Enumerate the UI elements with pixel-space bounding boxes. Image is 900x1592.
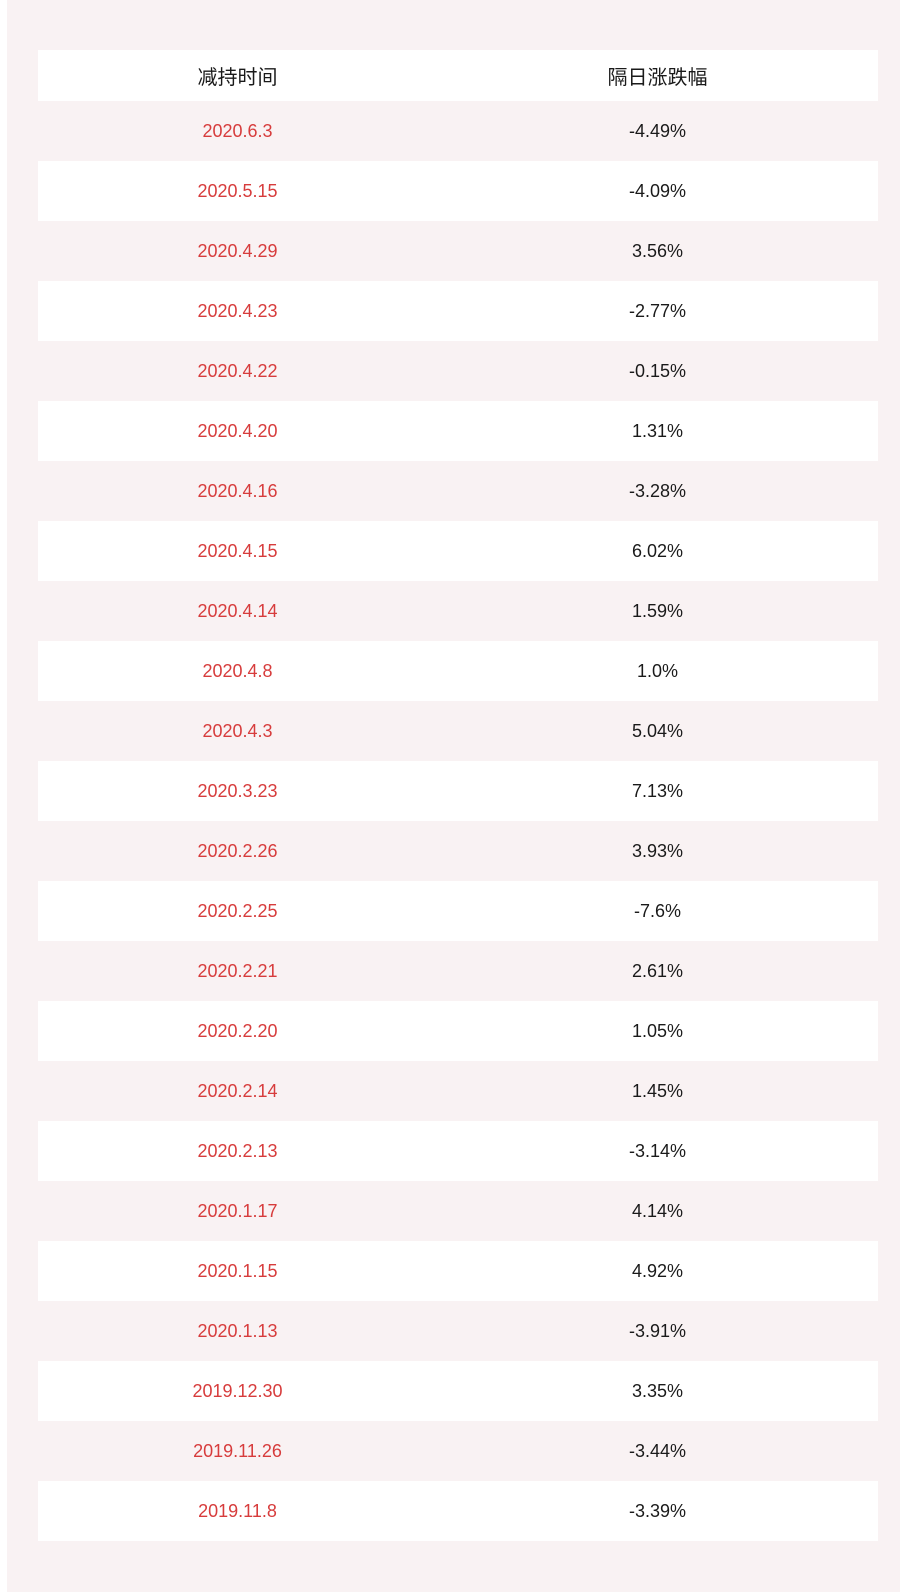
reduction-date-cell: 2020.4.22 [197, 360, 278, 381]
reduction-date-cell: 2020.2.20 [197, 1020, 278, 1041]
column-header-reduction-date: 减持时间 [197, 67, 278, 89]
reduction-date-cell: 2019.11.8 [198, 1500, 277, 1521]
table-row: 2020.2.14 1.45% [38, 1061, 878, 1121]
table-row: 2020.2.13 -3.14% [38, 1121, 878, 1181]
next-day-change-cell: 5.04% [631, 720, 684, 741]
reduction-date-cell: 2020.1.15 [197, 1260, 278, 1281]
next-day-change-cell: 1.31% [631, 420, 684, 441]
next-day-change-cell: 2.61% [631, 960, 684, 981]
table-row: 2020.4.3 5.04% [38, 701, 878, 761]
next-day-change-cell: 1.0% [636, 660, 679, 681]
table-header-row: 减持时间 隔日涨跌幅 [38, 50, 878, 101]
share-reduction-table: 减持时间 隔日涨跌幅 2020.6.3 -4.49% 2020.5.15 -4.… [38, 50, 878, 1541]
next-day-change-cell: 1.05% [631, 1020, 684, 1041]
reduction-date-cell: 2020.4.15 [197, 540, 278, 561]
table-row: 2020.2.26 3.93% [38, 821, 878, 881]
next-day-change-cell: -3.14% [628, 1140, 687, 1161]
reduction-date-cell: 2020.2.14 [197, 1080, 278, 1101]
next-day-change-cell: 3.56% [631, 240, 684, 261]
reduction-date-cell: 2020.4.23 [197, 300, 278, 321]
next-day-change-cell: 3.35% [631, 1380, 684, 1401]
table-row: 2020.5.15 -4.09% [38, 161, 878, 221]
reduction-date-cell: 2020.1.13 [197, 1320, 278, 1341]
next-day-change-cell: 1.45% [631, 1080, 684, 1101]
next-day-change-cell: 6.02% [631, 540, 684, 561]
table-row: 2020.3.23 7.13% [38, 761, 878, 821]
next-day-change-cell: -0.15% [628, 360, 687, 381]
column-header-next-day-change: 隔日涨跌幅 [607, 67, 708, 89]
table-row: 2019.12.30 3.35% [38, 1361, 878, 1421]
reduction-date-cell: 2020.4.14 [197, 600, 278, 621]
table-row: 2020.2.25 -7.6% [38, 881, 878, 941]
next-day-change-cell: 3.93% [631, 840, 684, 861]
next-day-change-cell: -3.28% [628, 480, 687, 501]
table-row: 2020.4.29 3.56% [38, 221, 878, 281]
reduction-date-cell: 2020.2.13 [197, 1140, 278, 1161]
table-row: 2020.4.8 1.0% [38, 641, 878, 701]
next-day-change-cell: 4.92% [631, 1260, 684, 1281]
reduction-date-cell: 2020.2.25 [197, 900, 278, 921]
table-row: 2020.4.15 6.02% [38, 521, 878, 581]
reduction-date-cell: 2020.2.21 [197, 960, 278, 981]
reduction-date-cell: 2020.3.23 [197, 780, 278, 801]
next-day-change-cell: -4.09% [628, 180, 687, 201]
table-row: 2019.11.8 -3.39% [38, 1481, 878, 1541]
reduction-date-cell: 2019.12.30 [192, 1380, 283, 1401]
table-row: 2020.1.17 4.14% [38, 1181, 878, 1241]
next-day-change-cell: 1.59% [631, 600, 684, 621]
next-day-change-cell: -7.6% [633, 900, 682, 921]
next-day-change-cell: -4.49% [628, 120, 687, 141]
table-row: 2020.4.23 -2.77% [38, 281, 878, 341]
reduction-date-cell: 2020.4.29 [197, 240, 278, 261]
table-row: 2020.2.20 1.05% [38, 1001, 878, 1061]
next-day-change-cell: -3.91% [628, 1320, 687, 1341]
table-body: 2020.6.3 -4.49% 2020.5.15 -4.09% 2020.4.… [38, 101, 878, 1541]
table-row: 2020.4.16 -3.28% [38, 461, 878, 521]
next-day-change-cell: -3.39% [628, 1500, 687, 1521]
reduction-date-cell: 2020.6.3 [202, 120, 273, 141]
next-day-change-cell: 4.14% [631, 1200, 684, 1221]
table-row: 2020.6.3 -4.49% [38, 101, 878, 161]
reduction-date-cell: 2020.2.26 [197, 840, 278, 861]
table-row: 2020.4.20 1.31% [38, 401, 878, 461]
table-row: 2019.11.26 -3.44% [38, 1421, 878, 1481]
reduction-date-cell: 2020.4.16 [197, 480, 278, 501]
table-row: 2020.1.15 4.92% [38, 1241, 878, 1301]
reduction-date-cell: 2020.5.15 [197, 180, 278, 201]
reduction-date-cell: 2020.4.20 [197, 420, 278, 441]
next-day-change-cell: -2.77% [628, 300, 687, 321]
table-row: 2020.1.13 -3.91% [38, 1301, 878, 1361]
table-row: 2020.4.14 1.59% [38, 581, 878, 641]
reduction-date-cell: 2020.4.8 [202, 660, 273, 681]
next-day-change-cell: 7.13% [631, 780, 684, 801]
next-day-change-cell: -3.44% [628, 1440, 687, 1461]
reduction-date-cell: 2019.11.26 [193, 1440, 282, 1461]
table-row: 2020.4.22 -0.15% [38, 341, 878, 401]
table-row: 2020.2.21 2.61% [38, 941, 878, 1001]
left-edge-strip [0, 0, 7, 1592]
reduction-date-cell: 2020.1.17 [197, 1200, 278, 1221]
reduction-date-cell: 2020.4.3 [202, 720, 273, 741]
